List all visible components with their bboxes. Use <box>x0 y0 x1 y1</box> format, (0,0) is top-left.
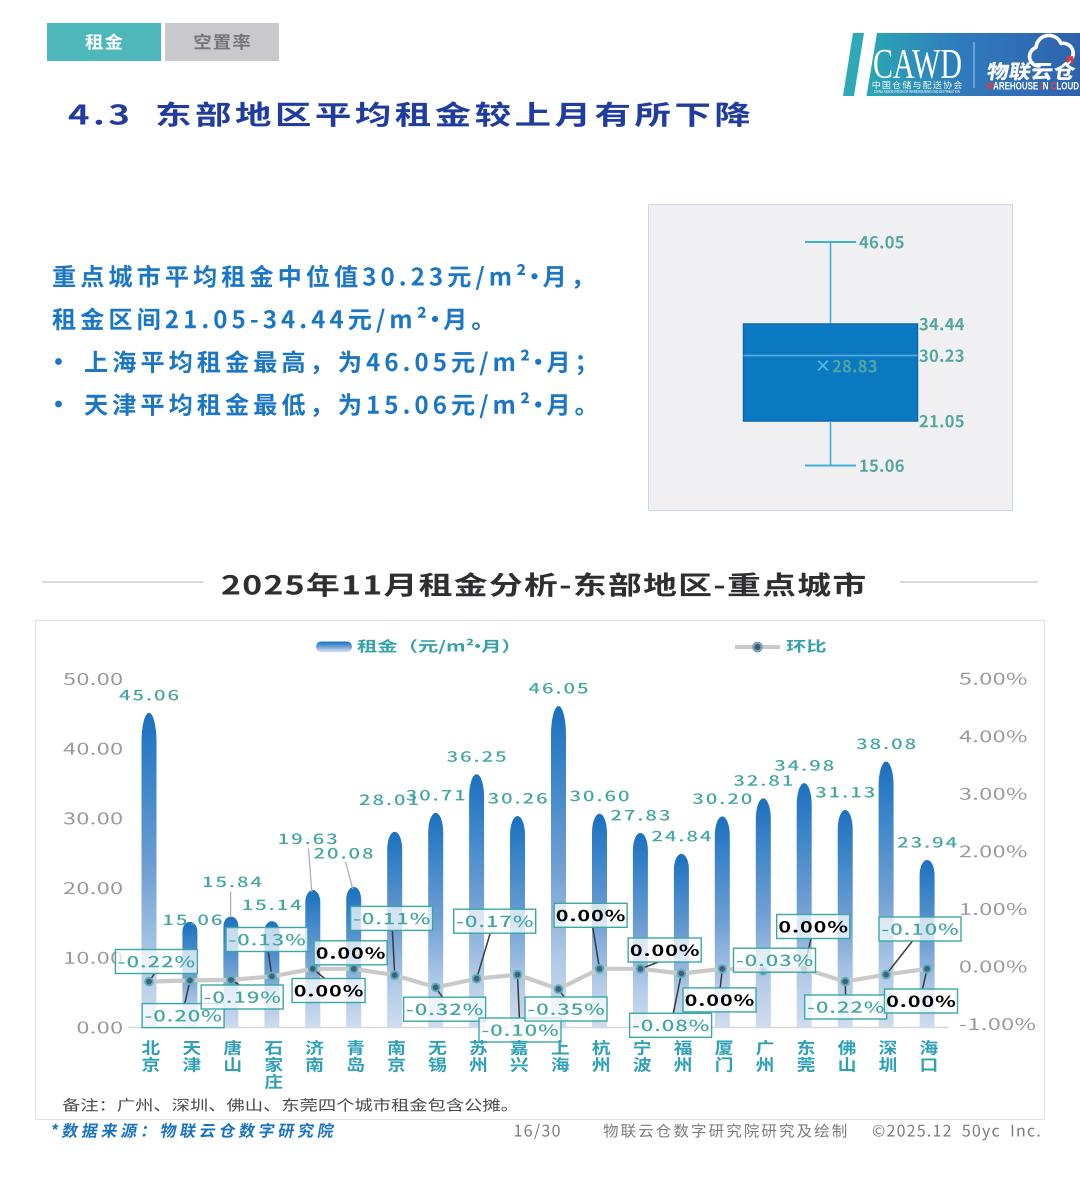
svg-text:CHINA ASSOCIATION OF WAREHOUSI: CHINA ASSOCIATION OF WAREHOUSING AND DIS… <box>874 89 960 94</box>
svg-text:CAWD: CAWD <box>873 42 962 88</box>
svg-text:WAREHOUSE IN CLOUD: WAREHOUSE IN CLOUD <box>986 81 1079 93</box>
